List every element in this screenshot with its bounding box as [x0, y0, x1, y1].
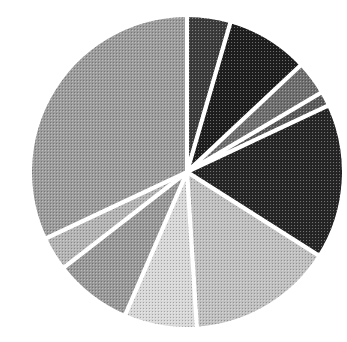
pie-slice-10: [28, 12, 189, 242]
pie-slice-5: [182, 102, 346, 259]
pie-slice-6: [184, 168, 323, 331]
pie-slice-7: [122, 171, 199, 331]
pie-slices: [28, 12, 346, 331]
pie-slice-8: [60, 170, 189, 319]
